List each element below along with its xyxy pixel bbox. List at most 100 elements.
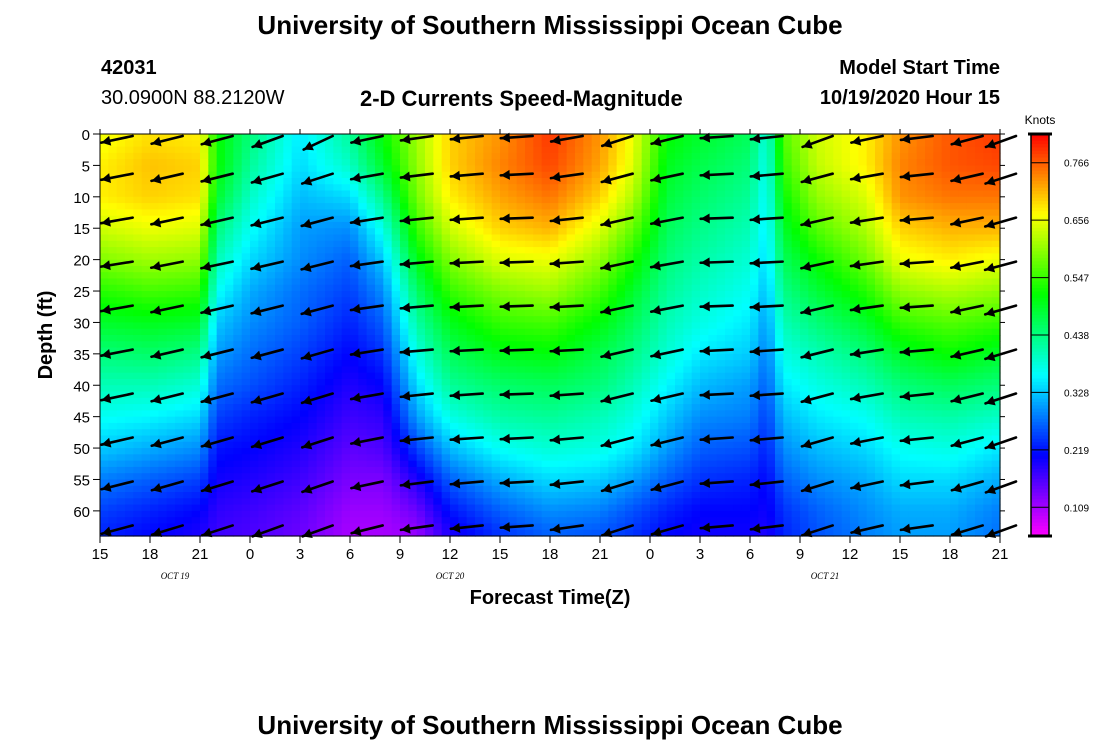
heatmap-cell	[541, 171, 551, 179]
heatmap-cell	[425, 203, 434, 210]
heatmap-cell	[358, 391, 368, 399]
heatmap-cell	[183, 215, 193, 223]
heatmap-cell	[741, 454, 751, 462]
heatmap-cell	[691, 134, 701, 141]
heatmap-cell	[225, 253, 234, 261]
heatmap-cell	[316, 410, 326, 418]
heatmap-cell	[325, 404, 334, 411]
heatmap-cell	[558, 378, 568, 386]
heatmap-cell	[708, 247, 718, 254]
heatmap-cell	[416, 196, 426, 204]
heatmap-cell	[633, 454, 643, 462]
heatmap-cell	[550, 335, 559, 342]
heatmap-cell	[633, 422, 643, 430]
heatmap-cell	[508, 278, 518, 286]
heatmap-cell	[675, 372, 684, 380]
heatmap-cell	[425, 140, 434, 148]
heatmap-cell	[616, 203, 626, 210]
heatmap-cell	[216, 366, 226, 374]
heatmap-cell	[116, 485, 126, 493]
heatmap-cell	[308, 378, 318, 386]
heatmap-cell	[616, 391, 626, 399]
heatmap-cell	[508, 328, 518, 336]
heatmap-cell	[575, 416, 584, 424]
heatmap-cell	[183, 435, 193, 443]
heatmap-cell	[525, 335, 534, 342]
heatmap-cell	[583, 378, 593, 386]
heatmap-cell	[641, 372, 651, 380]
heatmap-cell	[150, 203, 159, 210]
heatmap-cell	[383, 253, 393, 261]
heatmap-cell	[591, 429, 601, 437]
heatmap-cell	[416, 140, 426, 148]
heatmap-cell	[208, 347, 218, 355]
heatmap-cell	[158, 523, 168, 531]
heatmap-cell	[175, 221, 184, 229]
heatmap-cell	[600, 265, 609, 273]
heatmap-cell	[400, 448, 409, 455]
heatmap-cell	[241, 466, 251, 474]
heatmap-cell	[166, 391, 176, 399]
heatmap-cell	[275, 397, 284, 405]
heatmap-cell	[533, 165, 543, 173]
heatmap-cell	[400, 240, 409, 248]
heatmap-cell	[683, 378, 693, 386]
heatmap-cell	[225, 416, 234, 424]
heatmap-cell	[483, 422, 493, 430]
heatmap-cell	[483, 479, 493, 487]
heatmap-cell	[416, 247, 426, 254]
heatmap-cell	[600, 492, 609, 499]
heatmap-cell	[175, 328, 184, 336]
heatmap-cell	[141, 184, 151, 192]
heatmap-cell	[291, 272, 301, 280]
heatmap-cell	[358, 448, 368, 455]
heatmap-cell	[183, 259, 193, 267]
heatmap-cell	[475, 177, 484, 185]
heatmap-cell	[216, 385, 226, 393]
heatmap-cell	[675, 485, 684, 493]
heatmap-cell	[491, 416, 501, 424]
heatmap-cell	[608, 309, 618, 317]
heatmap-cell	[550, 322, 559, 330]
heatmap-cell	[741, 203, 751, 210]
heatmap-cell	[316, 416, 326, 424]
heatmap-cell	[341, 265, 351, 273]
heatmap-cell	[275, 234, 284, 242]
heatmap-cell	[450, 454, 459, 462]
heatmap-cell	[116, 517, 126, 525]
heatmap-cell	[666, 492, 676, 499]
heatmap-cell	[150, 360, 159, 368]
heatmap-cell	[350, 209, 359, 217]
heatmap-cell	[283, 454, 293, 462]
heatmap-cell	[716, 228, 726, 236]
heatmap-cell	[200, 240, 209, 248]
heatmap-cell	[691, 253, 701, 261]
heatmap-cell	[433, 146, 443, 154]
heatmap-cell	[600, 152, 609, 160]
heatmap-cell	[108, 177, 118, 185]
heatmap-cell	[716, 529, 726, 537]
heatmap-cell	[600, 322, 609, 330]
heatmap-cell	[400, 291, 409, 298]
heatmap-cell	[333, 435, 343, 443]
heatmap-cell	[708, 184, 718, 192]
heatmap-cell	[600, 203, 609, 210]
heatmap-cell	[616, 171, 626, 179]
heatmap-cell	[658, 265, 668, 273]
heatmap-cell	[125, 203, 134, 210]
heatmap-cell	[150, 473, 159, 481]
heatmap-cell	[533, 454, 543, 462]
heatmap-cell	[533, 152, 543, 160]
heatmap-cell	[183, 265, 193, 273]
heatmap-cell	[366, 234, 376, 242]
heatmap-cell	[150, 341, 159, 349]
heatmap-cell	[325, 360, 334, 368]
heatmap-cell	[658, 448, 668, 455]
heatmap-cell	[191, 416, 201, 424]
heatmap-cell	[650, 134, 659, 141]
heatmap-cell	[366, 253, 376, 261]
heatmap-cell	[308, 404, 318, 411]
heatmap-cell	[733, 435, 743, 443]
heatmap-cell	[583, 479, 593, 487]
heatmap-cell	[391, 291, 401, 298]
